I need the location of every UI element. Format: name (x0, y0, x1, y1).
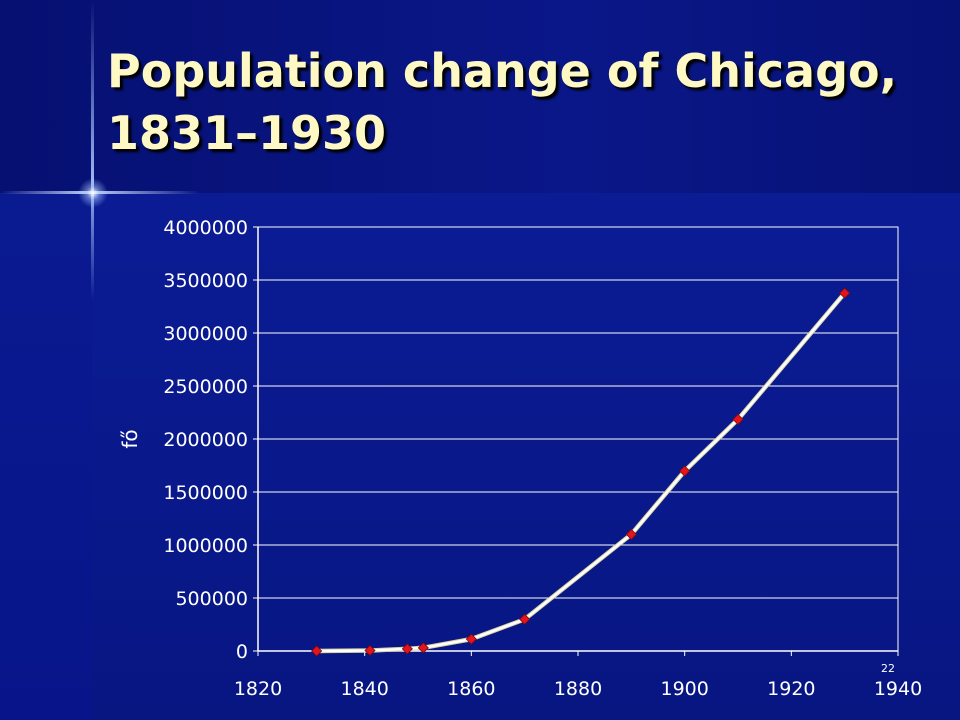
x-tick-label: 1880 (554, 678, 602, 700)
series-line (315, 291, 846, 653)
title-band (0, 0, 960, 193)
sparkle-icon (78, 178, 108, 208)
data-point-marker (417, 642, 429, 654)
slide-number: 22 (881, 662, 895, 675)
x-tick-label: 1920 (767, 678, 815, 700)
y-tick-label: 2000000 (163, 429, 248, 451)
x-tick-label: 1860 (447, 678, 495, 700)
y-tick-label: 3000000 (163, 323, 248, 345)
page-title: Population change of Chicago, 1831–1930 (107, 44, 898, 160)
decorative-vertical-glow (91, 0, 94, 300)
x-tick-label: 1820 (234, 678, 282, 700)
y-tick-label: 2500000 (163, 376, 248, 398)
series-line-shadow (314, 290, 847, 654)
x-tick-label: 1900 (660, 678, 708, 700)
data-point-marker (732, 413, 744, 425)
y-tick-label: 500000 (175, 588, 248, 610)
y-tick-label: 4000000 (163, 217, 248, 239)
x-tick-label: 1940 (874, 678, 922, 700)
y-tick-label: 1500000 (163, 482, 248, 504)
data-point-marker (401, 643, 413, 655)
data-point-marker (465, 633, 477, 645)
x-tick-label: 1840 (340, 678, 388, 700)
y-tick-label: 0 (236, 641, 248, 663)
data-point-marker (311, 645, 323, 657)
data-point-marker (839, 287, 851, 299)
data-point-marker (364, 644, 376, 657)
data-point-marker (679, 465, 691, 477)
y-tick-label: 3500000 (163, 270, 248, 292)
y-axis-label: fő (118, 429, 142, 448)
y-tick-label: 1000000 (163, 535, 248, 557)
left-band (0, 193, 92, 720)
data-point-marker (625, 528, 637, 540)
data-point-marker (519, 613, 531, 625)
